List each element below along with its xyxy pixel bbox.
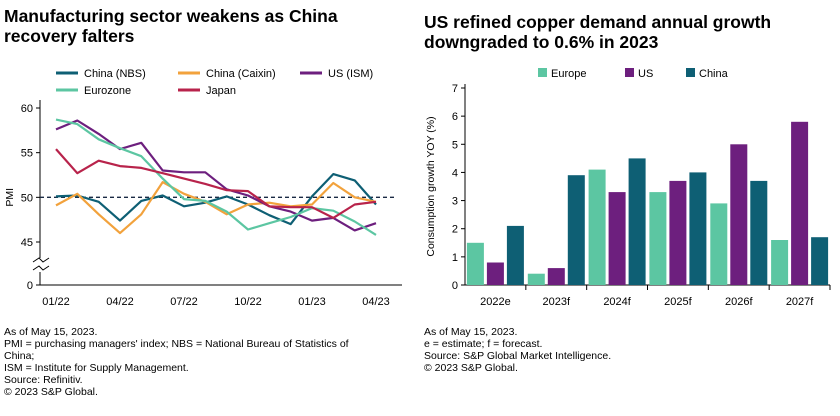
bar-us-2023f xyxy=(547,268,565,285)
y-tick-label: 45 xyxy=(21,237,33,249)
y-tick-label: 7 xyxy=(452,83,458,95)
y-tick-label: 5 xyxy=(452,139,458,151)
right-note-line: Source: S&P Global Market Intelligence. xyxy=(424,350,612,362)
x-tick-label: 10/22 xyxy=(234,296,262,308)
bar-us-2025f xyxy=(669,180,687,285)
series-line-eurozone xyxy=(55,118,377,236)
axis-break-mark xyxy=(32,265,50,271)
y-tick-label: 55 xyxy=(21,148,33,160)
y-tick-label: 50 xyxy=(21,192,33,204)
right-notes: As of May 15, 2023. e = estimate; f = fo… xyxy=(424,326,611,374)
left-title-line-2: recovery falters xyxy=(4,26,135,46)
series-line-japan xyxy=(55,148,377,219)
x-tick-label: 2027f xyxy=(786,296,814,308)
bar-china-2022e xyxy=(506,225,524,285)
x-tick-label: 2023f xyxy=(542,296,570,308)
y-tick-label: 1 xyxy=(452,252,458,264)
left-title-line-1: Manufacturing sector weakens as China xyxy=(4,6,338,26)
left-note-line: Source: Refinitiv. xyxy=(4,374,83,386)
x-tick-label: 2022e xyxy=(480,296,511,308)
copper-demand-bar-chart: 0 1 2 3 4 5 6 7 Consumption growth YOY (%) 2022e 2… xyxy=(425,68,831,308)
x-tick-label: 04/23 xyxy=(362,296,390,308)
y-axis-label: Consumption growth YOY (%) xyxy=(425,116,437,256)
x-tick-label: 07/22 xyxy=(170,296,198,308)
y-tick-label: 6 xyxy=(452,111,458,123)
series-line-china-nbs- xyxy=(55,173,377,226)
left-chart-title: Manufacturing sector weakens as China re… xyxy=(4,6,338,46)
y-tick-label: 0 xyxy=(27,280,33,292)
y-tick-label: 60 xyxy=(21,103,33,115)
right-note-line: e = estimate; f = forecast. xyxy=(424,338,543,350)
x-tick-label: 01/23 xyxy=(298,296,326,308)
series-line-us-ism- xyxy=(55,119,377,232)
bar-europe-2023f xyxy=(527,273,545,285)
legend-swatch xyxy=(686,68,695,77)
right-note-line: © 2023 S&P Global. xyxy=(424,362,518,374)
y-tick-label: 2 xyxy=(452,224,458,236)
bar-china-2026f xyxy=(750,180,768,285)
bar-us-2026f xyxy=(730,144,748,285)
x-tick-label: 01/22 xyxy=(42,296,70,308)
right-title-line-2: downgraded to 0.6% in 2023 xyxy=(424,32,659,52)
right-chart-panel: US refined copper demand annual growth d… xyxy=(420,0,840,416)
bar-europe-2026f xyxy=(710,203,728,285)
legend-label: China xyxy=(699,68,729,80)
left-note-line: China; xyxy=(4,350,35,362)
legend-label: US xyxy=(638,68,653,80)
y-tick-label: 0 xyxy=(452,280,458,292)
bar-china-2027f xyxy=(811,237,829,285)
right-note-line: As of May 15, 2023. xyxy=(424,326,518,338)
y-tick-label: 3 xyxy=(452,196,458,208)
bar-us-2024f xyxy=(608,192,626,285)
bar-europe-2024f xyxy=(588,169,606,285)
bar-china-2025f xyxy=(689,172,707,285)
y-axis-label: PMI xyxy=(4,188,16,207)
bar-europe-2027f xyxy=(771,240,789,285)
bar-china-2024f xyxy=(628,158,646,285)
left-note-line: ISM = Institute for Supply Management. xyxy=(4,362,189,374)
left-note-line: © 2023 S&P Global. xyxy=(4,386,98,398)
right-title-line-1: US refined copper demand annual growth xyxy=(424,12,772,32)
legend-label: China (Caixin) xyxy=(206,68,276,80)
series-line-china-caixin- xyxy=(55,181,377,235)
legend-label: US (ISM) xyxy=(328,68,373,80)
x-tick-label: 2026f xyxy=(725,296,753,308)
bar-us-2022e xyxy=(486,262,504,285)
left-note-line: As of May 15, 2023. xyxy=(4,326,98,338)
left-notes: As of May 15, 2023. PMI = purchasing man… xyxy=(4,326,349,398)
legend-label: Japan xyxy=(206,85,236,97)
legend-label: Europe xyxy=(551,68,586,80)
x-tick-label: 2024f xyxy=(603,296,631,308)
bar-us-2027f xyxy=(791,121,809,285)
legend-swatch xyxy=(538,68,547,77)
axis-break-mark xyxy=(32,257,50,263)
legend-swatch xyxy=(625,68,634,77)
bar-europe-2022e xyxy=(466,242,484,285)
right-chart-title: US refined copper demand annual growth d… xyxy=(424,12,771,52)
legend-label: China (NBS) xyxy=(84,68,146,80)
y-tick-label: 4 xyxy=(452,167,458,179)
x-tick-label: 04/22 xyxy=(106,296,134,308)
bar-europe-2025f xyxy=(649,192,667,285)
bar-china-2023f xyxy=(567,175,585,285)
pmi-line-chart: 45 50 55 60 0 PMI 01/22 04/22 07/22 10/22 01/23 04/… xyxy=(4,68,402,308)
legend-label: Eurozone xyxy=(84,85,131,97)
x-tick-label: 2025f xyxy=(664,296,692,308)
left-note-line: PMI = purchasing managers' index; NBS = … xyxy=(4,338,349,350)
left-chart-panel: Manufacturing sector weakens as China re… xyxy=(4,6,402,398)
